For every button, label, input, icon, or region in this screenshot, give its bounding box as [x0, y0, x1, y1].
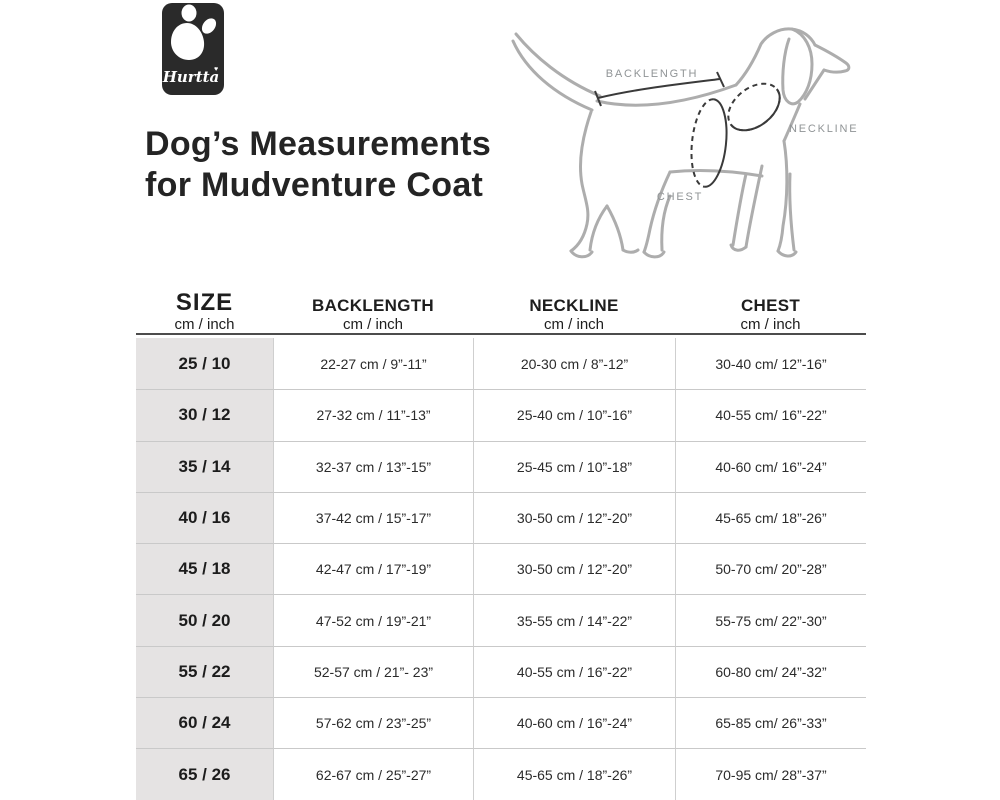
backlength-cell: 37-42 cm / 15”-17”: [273, 491, 473, 544]
header-divider: [136, 333, 866, 335]
neckline-cell: 40-60 cm / 16”-24”: [473, 697, 675, 749]
size-cell: 60 / 24: [136, 697, 273, 749]
dog-outline: [511, 27, 851, 259]
chest-cell: 55-75 cm/ 22”-30”: [675, 594, 866, 646]
neckline-cell: 20-30 cm / 8”-12”: [473, 338, 675, 390]
backlength-cell: 32-37 cm / 13”-15”: [273, 440, 473, 492]
backlength-cell: 22-27 cm / 9”-11”: [273, 338, 473, 390]
heart-icon: ♥: [214, 66, 218, 73]
size-cell: 40 / 16: [136, 491, 273, 544]
column-header-size: SIZE cm / inch: [136, 284, 273, 335]
column-header-backlength-label: BACKLENGTH: [312, 296, 434, 315]
backlength-cell: 52-57 cm / 21”- 23”: [273, 645, 473, 698]
column-header-chest: CHEST cm / inch: [675, 284, 866, 335]
size-cell: 35 / 14: [136, 440, 273, 492]
column-header-neckline-unit: cm / inch: [543, 316, 604, 333]
paw-icon: Hurtta ♥: [162, 4, 219, 86]
size-cell: 55 / 22: [136, 645, 273, 698]
size-table: SIZE cm / inch BACKLENGTH cm / inch NECK…: [136, 284, 866, 800]
chest-cell: 70-95 cm/ 28”-37”: [675, 748, 866, 800]
neckline-cell: 40-55 cm / 16”-22”: [473, 645, 675, 698]
size-cell: 45 / 18: [136, 543, 273, 595]
neckline-cell: 25-40 cm / 10”-16”: [473, 389, 675, 441]
column-header-chest-label: CHEST: [740, 296, 801, 315]
chest-cell: 65-85 cm/ 26”-33”: [675, 697, 866, 749]
neckline-label: NECKLINE: [789, 123, 858, 135]
neckline-cell: 30-50 cm / 12”-20”: [473, 491, 675, 544]
backlength-cell: 47-52 cm / 19”-21”: [273, 594, 473, 646]
page-title: Dog’s Measurements for Mudventure Coat: [145, 124, 491, 206]
chest-cell: 40-60 cm/ 16”-24”: [675, 440, 866, 492]
neckline-cell: 30-50 cm / 12”-20”: [473, 543, 675, 595]
backlength-cell: 42-47 cm / 17”-19”: [273, 543, 473, 595]
chest-cell: 30-40 cm/ 12”-16”: [675, 338, 866, 390]
dog-diagram: BACKLENGTH NECKLINE CHEST: [511, 27, 858, 259]
neckline-measure-ellipse: [727, 82, 781, 132]
neckline-cell: 45-65 cm / 18”-26”: [473, 748, 675, 800]
backlength-cell: 57-62 cm / 23”-25”: [273, 697, 473, 749]
column-header-backlength-unit: cm / inch: [342, 316, 403, 333]
column-header-size-unit: cm / inch: [174, 316, 235, 333]
neckline-cell: 25-45 cm / 10”-18”: [473, 440, 675, 492]
column-header-size-label: SIZE: [175, 289, 234, 316]
hurtta-logo: Hurtta ♥: [162, 3, 224, 95]
table-body: 25 / 10 22-27 cm / 9”-11” 20-30 cm / 8”-…: [136, 338, 866, 800]
brand-script: Hurtta: [162, 68, 219, 86]
neckline-cell: 35-55 cm / 14”-22”: [473, 594, 675, 646]
chest-label: CHEST: [657, 191, 703, 203]
table-header-row: SIZE cm / inch BACKLENGTH cm / inch NECK…: [136, 284, 866, 335]
column-header-neckline: NECKLINE cm / inch: [473, 284, 675, 335]
size-cell: 30 / 12: [136, 389, 273, 441]
backlength-measure-line: [594, 71, 725, 107]
size-cell: 50 / 20: [136, 594, 273, 646]
chest-cell: 45-65 cm/ 18”-26”: [675, 491, 866, 544]
size-cell: 25 / 10: [136, 338, 273, 390]
chest-cell: 40-55 cm/ 16”-22”: [675, 389, 866, 441]
column-header-neckline-label: NECKLINE: [529, 296, 619, 315]
backlength-cell: 62-67 cm / 25”-27”: [273, 748, 473, 800]
page-title-line1: Dog’s Measurements: [145, 125, 492, 163]
page-title-line2: for Mudventure Coat: [145, 166, 484, 204]
column-header-backlength: BACKLENGTH cm / inch: [273, 284, 473, 335]
backlength-label: BACKLENGTH: [606, 68, 699, 80]
backlength-cell: 27-32 cm / 11”-13”: [273, 389, 473, 441]
column-header-chest-unit: cm / inch: [740, 316, 801, 333]
size-cell: 65 / 26: [136, 748, 273, 800]
chest-cell: 50-70 cm/ 20”-28”: [675, 543, 866, 595]
chest-cell: 60-80 cm/ 24”-32”: [675, 645, 866, 698]
chest-measure-ellipse: [690, 98, 728, 188]
